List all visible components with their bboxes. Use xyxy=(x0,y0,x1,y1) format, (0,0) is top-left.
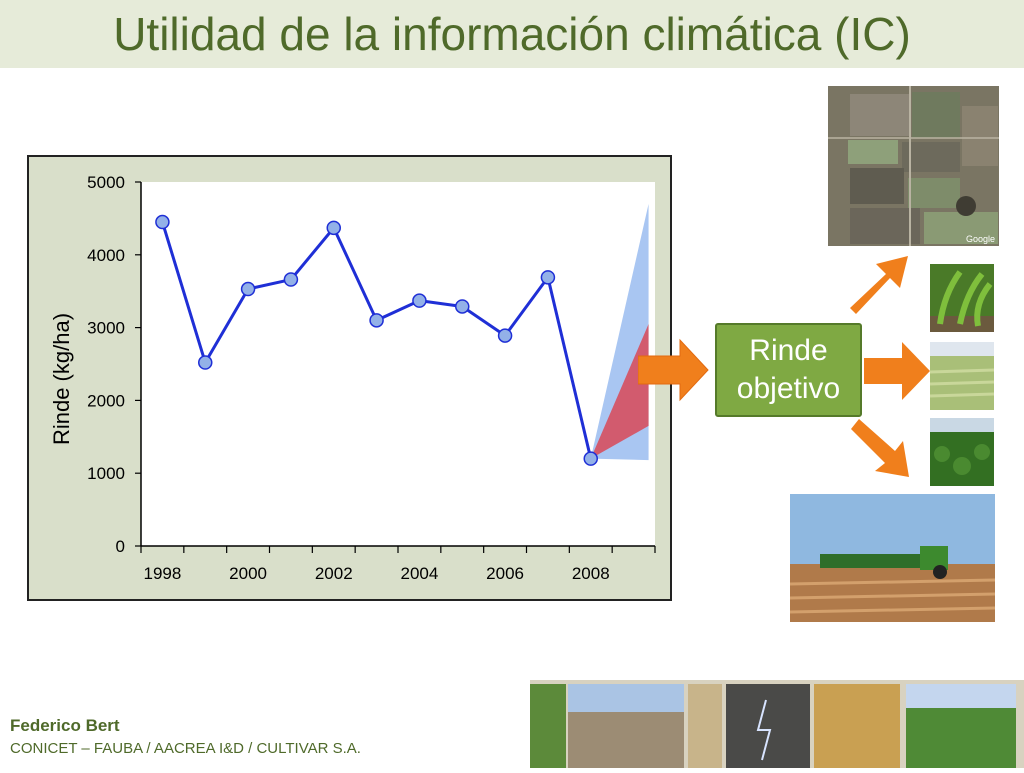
yield-data-point xyxy=(155,214,170,230)
target-yield-box: Rinde objetivo xyxy=(715,323,862,417)
aerial-photo-art: Google xyxy=(828,86,999,246)
chart-points xyxy=(155,214,598,466)
forecast-bands xyxy=(590,203,649,461)
x-tick-label: 2000 xyxy=(229,564,267,583)
target-line-2: objetivo xyxy=(736,372,841,405)
yield-data-point xyxy=(326,220,341,236)
aerial-fields-photo: Google xyxy=(828,86,999,246)
footer-photo-strip xyxy=(530,680,1024,768)
y-axis-label: Rinde (kg/ha) xyxy=(49,313,74,445)
soybean-crop-photo xyxy=(930,418,994,486)
yield-data-point xyxy=(455,299,470,314)
x-tick-label: 2002 xyxy=(315,564,353,583)
target-line-1: Rinde xyxy=(749,334,828,367)
yield-data-point xyxy=(198,355,213,370)
yield-data-point xyxy=(240,281,256,297)
author-name: Federico Bert xyxy=(10,716,120,735)
yield-data-point xyxy=(369,313,384,328)
footer-strip-art xyxy=(530,684,1016,768)
x-tick-label: 2004 xyxy=(401,564,439,583)
yield-data-point xyxy=(497,328,513,343)
x-tick-label: 2006 xyxy=(486,564,524,583)
footer-photo-storm xyxy=(726,684,810,768)
slide-title: Utilidad de la información climática (IC… xyxy=(113,8,911,60)
corn-crop-photo xyxy=(930,264,994,332)
yield-data-point xyxy=(283,272,299,287)
soy-photo-art xyxy=(930,418,994,486)
google-watermark: Google xyxy=(966,234,995,244)
x-tick-label: 1998 xyxy=(144,564,182,583)
y-tick-label: 5000 xyxy=(87,173,125,192)
footer-photo-crop xyxy=(530,684,566,768)
x-tick-label: 2008 xyxy=(572,564,610,583)
plot-area xyxy=(141,182,655,546)
y-tick-label: 4000 xyxy=(87,246,125,265)
y-tick-label: 3000 xyxy=(87,319,125,338)
y-tick-label: 2000 xyxy=(87,391,125,410)
arrow-up-right xyxy=(850,256,908,314)
arrow-down-right xyxy=(851,419,909,477)
yield-data-point xyxy=(540,270,556,285)
footer-photo-grain xyxy=(814,684,900,768)
footer-photo-wheat xyxy=(688,684,722,768)
arrow-to-target xyxy=(638,338,709,402)
arrow-right xyxy=(864,342,930,400)
wheat-crop-photo xyxy=(930,342,994,410)
yield-chart: 0 1000 2000 3000 4000 5000 1998 2000 2002 2004 200… xyxy=(49,173,656,583)
forecast-inner-band xyxy=(590,323,649,459)
y-tick-label: 0 xyxy=(116,537,125,556)
y-tick-label: 1000 xyxy=(87,464,125,483)
corn-photo-art xyxy=(930,264,994,332)
author-organizations: CONICET – FAUBA / AACREA I&D / CULTIVAR … xyxy=(10,740,361,757)
title-band xyxy=(0,0,1024,68)
yield-data-point xyxy=(412,293,427,308)
chart-ticks: 0 1000 2000 3000 4000 5000 1998 2000 2002 2004 200… xyxy=(87,173,656,583)
wheat-photo-art xyxy=(930,342,994,410)
yield-data-point xyxy=(583,451,598,466)
seeder-photo-art xyxy=(790,494,995,622)
seeder-machine-photo xyxy=(790,494,995,622)
